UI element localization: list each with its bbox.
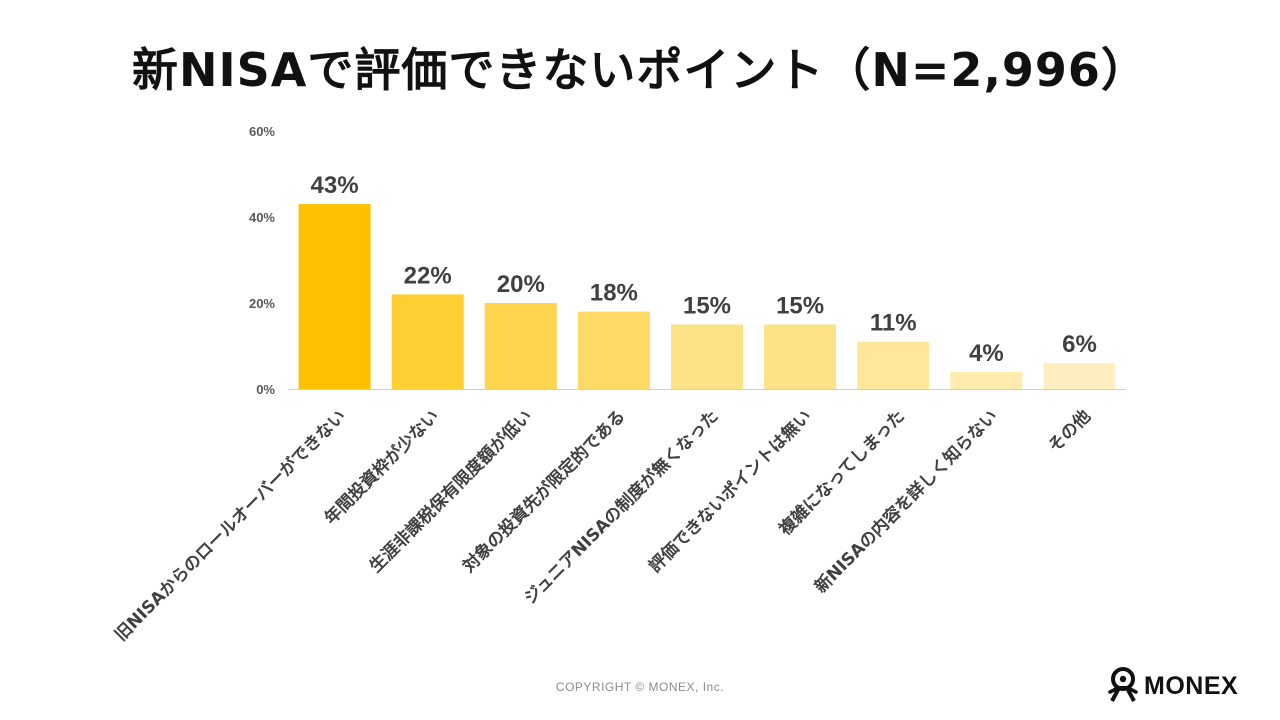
y-tick-label: 60% — [249, 124, 275, 139]
category-label: 評価できないポイントは無い — [645, 406, 816, 577]
data-label: 6% — [1062, 331, 1097, 358]
copyright-text: COPYRIGHT © MONEX, Inc. — [555, 680, 725, 694]
y-tick-label: 20% — [249, 296, 275, 311]
data-label: 18% — [590, 280, 638, 307]
category-label: 新NISAの内容を詳しく知らない — [810, 406, 1002, 598]
monex-logo: MONEX — [1106, 666, 1238, 706]
bar — [1043, 363, 1116, 389]
bar — [484, 303, 557, 389]
data-label: 15% — [683, 293, 731, 320]
y-tick-label: 40% — [249, 210, 275, 225]
category-label: 対象の投資先が限定的である — [458, 406, 630, 578]
category-label: その他 — [1044, 406, 1095, 457]
monex-figure-icon — [1108, 667, 1138, 702]
data-label: 43% — [311, 172, 359, 199]
category-label: 生涯非課税保有限度額が低い — [365, 406, 536, 577]
category-label: 旧NISAからのロールオーバーができない — [111, 406, 351, 646]
data-label: 15% — [776, 293, 824, 320]
bar — [950, 371, 1023, 389]
bar — [391, 294, 464, 389]
page-title: 新NISAで評価できないポイント（N=2,996） — [132, 43, 1148, 97]
data-label: 11% — [870, 310, 917, 337]
bar — [298, 204, 371, 389]
y-tick-label: 0% — [256, 382, 275, 397]
bar — [857, 341, 930, 389]
data-label: 4% — [969, 340, 1004, 367]
data-label: 20% — [497, 271, 545, 298]
bar — [577, 311, 650, 389]
bar — [764, 324, 837, 389]
bar — [671, 324, 743, 389]
data-label: 22% — [404, 262, 452, 289]
logo-text: MONEX — [1144, 671, 1239, 700]
category-label: ジュニアNISAの制度が無くなった — [520, 406, 723, 609]
